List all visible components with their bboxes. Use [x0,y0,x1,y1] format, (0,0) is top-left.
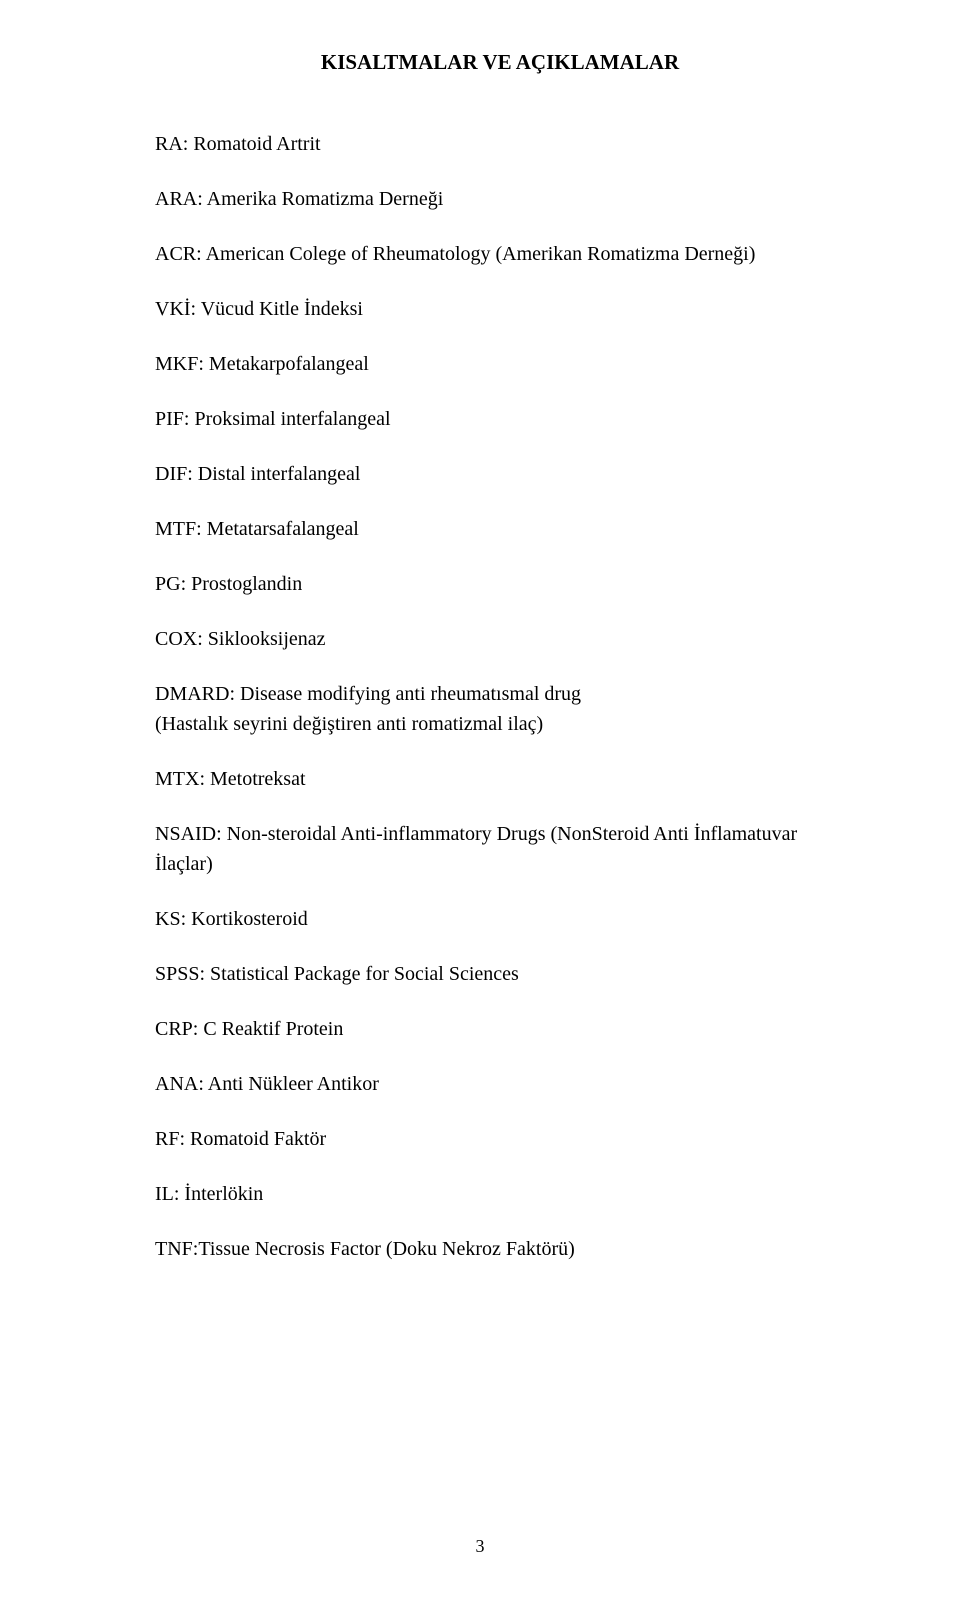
abbr-item: SPSS: Statistical Package for Social Sci… [155,959,845,989]
abbr-item: CRP: C Reaktif Protein [155,1014,845,1044]
abbr-item: PG: Prostoglandin [155,569,845,599]
abbr-item: NSAID: Non-steroidal Anti-inflammatory D… [155,819,845,879]
abbr-item: KS: Kortikosteroid [155,904,845,934]
page-title: KISALTMALAR VE AÇIKLAMALAR [155,50,845,75]
abbr-item: IL: İnterlökin [155,1179,845,1209]
abbr-item: MKF: Metakarpofalangeal [155,349,845,379]
abbr-item: DMARD: Disease modifying anti rheumatısm… [155,679,845,739]
abbr-item: MTX: Metotreksat [155,764,845,794]
abbr-item: RA: Romatoid Artrit [155,129,845,159]
abbr-item: ARA: Amerika Romatizma Derneği [155,184,845,214]
abbr-item: DIF: Distal interfalangeal [155,459,845,489]
abbr-item: PIF: Proksimal interfalangeal [155,404,845,434]
abbr-item: ANA: Anti Nükleer Antikor [155,1069,845,1099]
page-number: 3 [476,1536,485,1557]
abbreviation-list: RA: Romatoid Artrit ARA: Amerika Romatiz… [155,129,845,1289]
abbr-item: COX: Siklooksijenaz [155,624,845,654]
abbr-item: ACR: American Colege of Rheumatology (Am… [155,239,845,269]
abbr-item: MTF: Metatarsafalangeal [155,514,845,544]
abbr-item: RF: Romatoid Faktör [155,1124,845,1154]
abbr-item: VKİ: Vücud Kitle İndeksi [155,294,845,324]
abbr-item: TNF:Tissue Necrosis Factor (Doku Nekroz … [155,1234,845,1264]
